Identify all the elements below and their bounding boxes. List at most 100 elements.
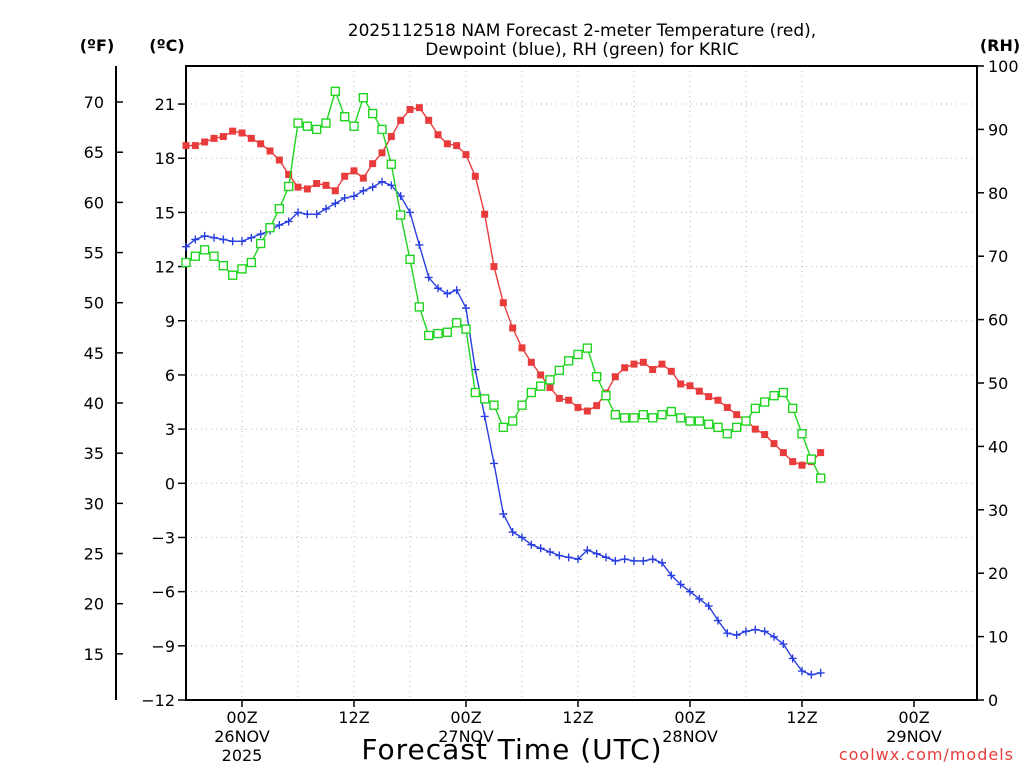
dewpoint-point [415,240,424,249]
rh-point [694,416,705,426]
temperature-point [565,396,573,404]
rh-point [582,343,593,353]
temperature-point [667,367,675,375]
rh-point [489,400,499,410]
rh-point [619,413,630,423]
temperature-point [285,170,293,178]
rh-point [237,264,247,274]
rh-tick-label: 90 [988,120,1008,139]
rh-point [199,245,210,255]
temperature-point [705,393,713,401]
rh-point [545,375,555,385]
dewpoint-point [667,571,676,580]
series-group [181,86,826,679]
rh-point [321,118,331,128]
time-tick-label: 00Z [450,708,481,727]
dewpoint-point [396,192,405,201]
rh-point [330,86,341,97]
dewpoint-point [387,181,396,190]
time-tick-label: 12Z [562,708,593,727]
temperature-point [322,181,330,189]
dewpoint-point [723,629,732,638]
dewpoint-point [228,237,237,246]
rh-point [526,387,537,398]
temperature-point [331,187,339,195]
temperature-point [201,138,209,146]
temperature-point [481,210,489,218]
temperature-point [341,172,349,180]
dewpoint-point [770,632,778,641]
celsius-tick-label: 3 [165,420,175,439]
temperature-point [499,299,507,307]
time-tick-label: 00Z [674,708,705,727]
rh-point [610,410,621,420]
dewpoint-point [714,616,722,625]
rh-point [647,413,658,423]
fahrenheit-tick-label: 55 [84,244,104,263]
fahrenheit-unit-label: (ºF) [80,36,115,55]
time-tick-label: 12Z [338,708,369,727]
dewpoint-point [452,286,461,295]
temperature-point [798,461,806,469]
x-axis-title: Forecast Time (UTC) [361,733,662,766]
temperature-point [677,380,685,388]
rh-tick-label: 30 [988,501,1008,520]
rh-point [181,257,191,268]
rh-point [479,394,490,404]
dewpoint-point [471,365,480,374]
fahrenheit-tick-label: 25 [84,545,104,564]
temperature-point [723,403,731,411]
celsius-tick-label: 21 [155,95,175,114]
dewpoint-point [592,549,601,558]
temperature-point [695,387,703,395]
rh-point [255,238,266,249]
rh-point [507,416,518,426]
dewpoint-point [284,217,293,226]
dewpoint-point [294,208,302,217]
rh-tick-label: 10 [988,628,1008,647]
rh-point [302,121,313,131]
fahrenheit-tick-label: 40 [84,394,104,413]
temperature-point [593,402,601,410]
temperature-point [313,180,321,188]
temperature-point [630,360,638,368]
rh-point [629,413,639,423]
temperature-point [182,142,190,150]
rh-point [573,349,583,360]
rh-point [461,324,471,334]
dewpoint-point [798,667,806,676]
dewpoint-point [611,556,620,565]
dewpoint-point [256,230,265,239]
dewpoint-point [788,654,797,663]
celsius-tick-label: 18 [155,149,175,168]
temperature-point [537,371,545,379]
rh-point [405,254,415,265]
temperature-point [546,384,554,392]
dewpoint-point [704,602,713,611]
temperature-point [406,105,414,113]
celsius-tick-label: 6 [165,366,175,385]
dewpoint-point [182,242,190,251]
dewpoint-point [312,210,321,219]
dewpoint-point [527,540,536,549]
rh-point [227,270,238,280]
rh-point [349,121,359,131]
rh-point [517,400,527,410]
dewpoint-point [210,233,218,242]
rh-point [554,365,565,376]
rh-point [442,327,453,337]
rh-point [377,124,387,135]
rh-point [293,118,303,128]
celsius-tick-label: −9 [151,637,175,656]
rh-point [358,92,369,103]
rh-point [769,390,779,401]
dewpoint-point [322,204,330,213]
rh-tick-label: 80 [988,184,1008,203]
dewpoint-point [686,587,694,596]
dewpoint-point [303,210,312,219]
celsius-tick-label: −6 [151,583,175,602]
dewpoint-point [620,555,629,564]
dewpoint-point [331,199,340,208]
date-label: 26NOV [214,727,270,746]
